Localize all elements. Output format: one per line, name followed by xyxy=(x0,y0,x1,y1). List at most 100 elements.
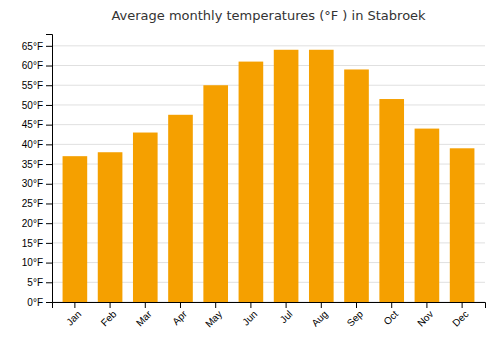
bar xyxy=(239,62,264,302)
x-tick-label: May xyxy=(203,308,224,329)
x-tick: Oct xyxy=(381,302,400,327)
x-tick-mark xyxy=(462,302,463,308)
y-tick-label: 10°F xyxy=(22,257,43,268)
bar xyxy=(133,133,158,302)
bar xyxy=(203,85,228,302)
y-tick-mark xyxy=(46,125,52,126)
y-tick: 35°F xyxy=(22,159,52,170)
x-tick-label: Jun xyxy=(240,308,259,327)
grid xyxy=(52,46,485,302)
y-tick: 55°F xyxy=(22,80,52,91)
bar xyxy=(379,99,404,302)
y-tick: 15°F xyxy=(22,238,52,249)
x-tick-label: Jan xyxy=(64,308,83,327)
y-tick-mark xyxy=(46,263,52,264)
bar xyxy=(450,148,475,302)
y-tick-label: 50°F xyxy=(22,100,43,111)
x-tick: Mar xyxy=(134,302,154,328)
x-tick-label: Feb xyxy=(99,308,119,328)
y-tick-mark xyxy=(46,184,52,185)
x-tick-mark xyxy=(426,302,427,308)
bar xyxy=(63,156,88,302)
y-tick: 65°F xyxy=(22,41,52,52)
y-tick-label: 60°F xyxy=(22,60,43,71)
x-tick-mark xyxy=(356,302,357,308)
title: Average monthly temperatures (°F ) in St… xyxy=(111,8,426,23)
bar xyxy=(274,50,299,302)
y-axis-line xyxy=(46,35,53,303)
y-tick: 40°F xyxy=(22,139,52,150)
y-axis: 0°F 5°F 10°F 15°F 20°F 25°F 30°F 35°F 40°F 45°F 50… xyxy=(22,35,53,308)
grid-line xyxy=(52,45,485,46)
x-tick-mark xyxy=(215,302,216,308)
y-tick: 20°F xyxy=(22,218,52,229)
y-tick-mark xyxy=(46,203,52,204)
x-tick: Apr xyxy=(170,302,189,327)
y-tick: 50°F xyxy=(22,100,52,111)
bar xyxy=(168,115,193,302)
y-tick: 25°F xyxy=(22,198,52,209)
plot: 0°F 5°F 10°F 15°F 20°F 25°F 30°F 35°F 40°F 45°F 50… xyxy=(22,35,486,330)
bar xyxy=(344,69,369,302)
y-tick-label: 35°F xyxy=(22,159,43,170)
y-tick: 5°F xyxy=(27,277,52,288)
y-tick-label: 40°F xyxy=(22,139,43,150)
x-axis: Jan Feb Mar Apr May Jun Jul Aug Sep Oct Nov Dec xyxy=(53,302,486,330)
x-tick: Jul xyxy=(278,302,295,325)
y-tick-label: 65°F xyxy=(22,41,43,52)
x-tick-label: Oct xyxy=(381,308,400,327)
y-tick: 30°F xyxy=(22,178,52,189)
x-tick-mark xyxy=(180,302,181,308)
x-tick: Aug xyxy=(309,302,329,329)
x-tick-label: Nov xyxy=(415,308,435,328)
x-tick: Jan xyxy=(64,302,83,328)
y-tick: 45°F xyxy=(22,119,52,130)
y-tick-label: 15°F xyxy=(22,238,43,249)
x-tick-mark xyxy=(250,302,251,308)
x-tick-mark xyxy=(321,302,322,308)
x-tick-label: Aug xyxy=(309,308,329,328)
y-tick-label: 20°F xyxy=(22,218,43,229)
x-tick: Dec xyxy=(450,302,470,329)
y-tick-mark xyxy=(46,223,52,224)
y-tick-mark xyxy=(46,46,52,47)
bar xyxy=(415,129,440,302)
x-tick-mark xyxy=(74,302,75,308)
x-tick: Sep xyxy=(345,302,366,329)
bars xyxy=(63,50,475,302)
grid-line xyxy=(52,104,485,105)
x-tick-mark xyxy=(391,302,392,308)
grid-line xyxy=(52,85,485,86)
y-tick-label: 0°F xyxy=(27,297,43,308)
y-tick-mark xyxy=(46,144,52,145)
y-tick-mark xyxy=(46,66,52,67)
y-tick-mark xyxy=(46,105,52,106)
y-tick-label: 55°F xyxy=(22,80,43,91)
chart: 0°F 5°F 10°F 15°F 20°F 25°F 30°F 35°F 40°F 45°F 50… xyxy=(0,0,500,350)
x-tick-label: Sep xyxy=(345,308,366,329)
x-tick: Feb xyxy=(99,302,119,328)
y-tick-label: 45°F xyxy=(22,119,43,130)
y-tick-mark xyxy=(46,282,52,283)
x-tick: May xyxy=(203,302,224,330)
x-axis-line xyxy=(53,303,486,309)
x-tick-mark xyxy=(110,302,111,308)
y-tick-label: 25°F xyxy=(22,198,43,209)
x-tick: Nov xyxy=(415,302,435,329)
x-tick-label: Dec xyxy=(450,308,470,328)
y-tick-mark xyxy=(46,302,52,303)
y-tick-mark xyxy=(46,164,52,165)
x-tick-label: Apr xyxy=(170,308,189,327)
y-tick: 60°F xyxy=(22,60,52,71)
x-tick: Jun xyxy=(240,302,259,328)
y-tick: 10°F xyxy=(22,257,52,268)
y-tick-label: 5°F xyxy=(27,277,43,288)
x-tick-mark xyxy=(145,302,146,308)
bar xyxy=(309,50,334,302)
y-tick-mark xyxy=(46,85,52,86)
y-tick-mark xyxy=(46,243,52,244)
grid-line xyxy=(52,65,485,66)
x-tick-label: Mar xyxy=(134,308,154,328)
y-tick: 0°F xyxy=(27,297,52,308)
x-tick-mark xyxy=(286,302,287,308)
